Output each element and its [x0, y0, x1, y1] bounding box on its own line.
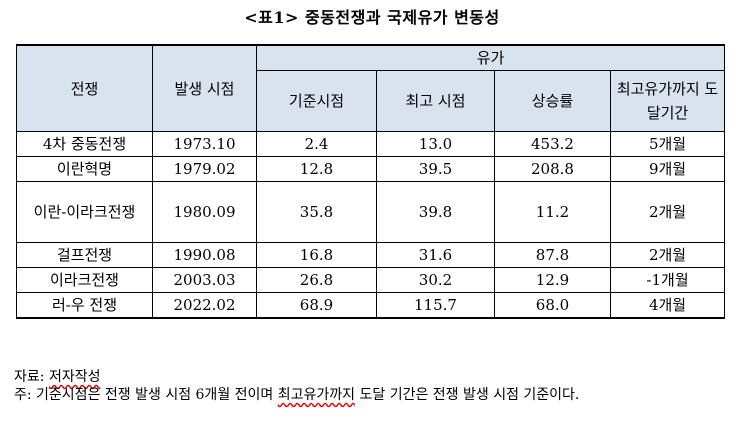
cell-peak: 115.7 — [376, 292, 495, 319]
cell-base: 35.8 — [256, 181, 377, 243]
note-line: 주: 기준시점은 전쟁 발생 시점 6개월 전이며 최고유가까지 도달 기간은 … — [14, 386, 734, 404]
cell-date: 2022.02 — [152, 292, 257, 319]
cell-war: 이란혁명 — [16, 156, 153, 182]
cell-base: 2.4 — [256, 131, 377, 157]
cell-date: 1973.10 — [152, 131, 257, 157]
header-date: 발생 시점 — [152, 44, 257, 132]
cell-war: 4차 중동전쟁 — [16, 131, 153, 157]
table-title: <표1> 중동전쟁과 국제유가 변동성 — [244, 8, 500, 27]
table-notes: 자료: 저자작성 주: 기준시점은 전쟁 발생 시점 6개월 전이며 최고유가까… — [14, 368, 734, 404]
cell-rate: 11.2 — [494, 181, 611, 243]
note-part-a: 주: 기준시점은 전쟁 발생 시점 6개월 전이며 — [14, 387, 278, 403]
cell-peak: 30.2 — [376, 267, 495, 293]
cell-rate: 12.9 — [494, 267, 611, 293]
cell-rate: 453.2 — [494, 131, 611, 157]
table-row: 이라크전쟁 2003.03 26.8 30.2 12.9 -1개월 — [16, 267, 726, 293]
cell-date: 1990.08 — [152, 242, 257, 268]
cell-duration: 5개월 — [609, 131, 726, 157]
cell-base: 16.8 — [256, 242, 377, 268]
cell-base: 12.8 — [256, 156, 377, 182]
table-row: 러-우 전쟁 2022.02 68.9 115.7 68.0 4개월 — [16, 292, 726, 319]
cell-peak: 31.6 — [376, 242, 495, 268]
cell-duration: -1개월 — [609, 267, 726, 293]
header-rate: 상승률 — [494, 70, 611, 132]
cell-duration: 2개월 — [609, 181, 726, 243]
cell-date: 1979.02 — [152, 156, 257, 182]
header-base: 기준시점 — [256, 70, 377, 132]
table-row: 이란혁명 1979.02 12.8 39.5 208.8 9개월 — [16, 156, 726, 182]
cell-war: 러-우 전쟁 — [16, 292, 153, 319]
cell-base: 68.9 — [256, 292, 377, 319]
header-peak: 최고 시점 — [376, 70, 495, 132]
source-line: 자료: 저자작성 — [14, 368, 734, 386]
source-label: 자료: — [14, 369, 49, 385]
header-war: 전쟁 — [16, 44, 153, 132]
cell-duration: 2개월 — [609, 242, 726, 268]
table-row: 걸프전쟁 1990.08 16.8 31.6 87.8 2개월 — [16, 242, 726, 268]
cell-date: 2003.03 — [152, 267, 257, 293]
table-row: 4차 중동전쟁 1973.10 2.4 13.0 453.2 5개월 — [16, 131, 726, 157]
header-duration: 최고유가까지 도달기간 — [609, 70, 726, 132]
table-row: 이란-이라크전쟁 1980.09 35.8 39.8 11.2 2개월 — [16, 181, 726, 243]
cell-peak: 39.8 — [376, 181, 495, 243]
cell-war: 이란-이라크전쟁 — [16, 181, 153, 243]
note-part-c: 도달 기간은 전쟁 발생 시점 기준이다. — [355, 387, 580, 403]
header-oil-group: 유가 — [255, 44, 726, 71]
cell-peak: 39.5 — [376, 156, 495, 182]
source-text: 저자작성 — [48, 369, 101, 385]
cell-duration: 9개월 — [609, 156, 726, 182]
oil-war-table: 전쟁 발생 시점 유가 기준시점 최고 시점 상승률 최고유가까지 도달기간 4… — [16, 44, 726, 319]
cell-rate: 208.8 — [494, 156, 611, 182]
cell-rate: 87.8 — [494, 242, 611, 268]
cell-war: 걸프전쟁 — [16, 242, 153, 268]
cell-date: 1980.09 — [152, 181, 257, 243]
cell-rate: 68.0 — [494, 292, 611, 319]
note-part-b: 최고유가까지 — [277, 387, 356, 403]
cell-duration: 4개월 — [609, 292, 726, 319]
cell-peak: 13.0 — [376, 131, 495, 157]
cell-war: 이라크전쟁 — [16, 267, 153, 293]
cell-base: 26.8 — [256, 267, 377, 293]
